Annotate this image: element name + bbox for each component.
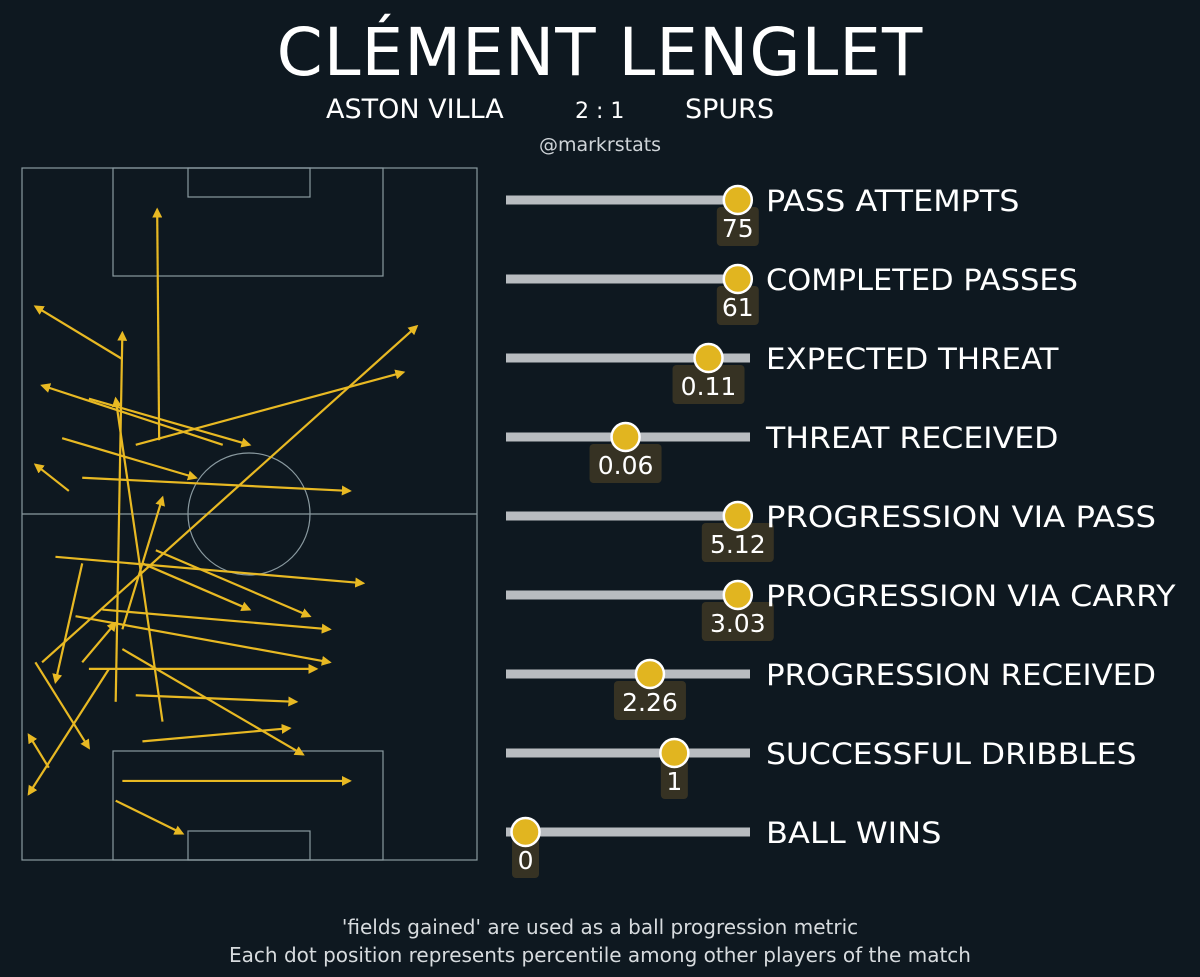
metric-label: EXPECTED THREAT [766,342,1059,376]
value-label-box [701,602,774,641]
metric-value: 1 [666,767,682,796]
metric-value: 3.03 [710,609,766,638]
home-team-name: ASTON VILLA [326,94,504,125]
pass-arrow-26 [142,723,292,743]
pass-map-pitch [21,167,478,861]
away-team-name: SPURS [685,94,775,125]
metric-label: PROGRESSION RECEIVED [766,658,1156,692]
metric-value: 75 [722,214,754,243]
pass-arrow-8 [33,463,70,492]
percentile-dot [510,816,541,848]
bottom-penalty-box [112,750,384,861]
metric-label: PROGRESSION VIA PASS [766,500,1156,534]
pass-arrow-9 [88,397,252,448]
pass-arrow-4 [135,369,406,446]
metric-value: 0.11 [681,372,737,401]
metric-label: BALL WINS [766,816,942,850]
pass-arrows [27,207,419,835]
value-label-box [512,839,540,878]
metric-value: 5.12 [710,530,766,559]
value-label-box [660,760,688,799]
percentile-dot [722,579,754,611]
footer-note-percentile: Each dot position represents percentile … [229,943,971,967]
pass-arrow-28 [27,733,50,769]
metric-label: COMPLETED PASSES [766,263,1078,297]
metric-row: 61 COMPLETED PASSES [506,263,1078,325]
top-penalty-box [112,167,384,277]
value-label-box [701,523,774,562]
metric-value: 0 [518,846,534,875]
pass-arrow-18 [115,799,185,835]
pass-arrow-23 [81,621,117,663]
pass-arrow-6 [114,330,128,702]
pass-arrow-27 [121,495,165,630]
pass-arrow-2 [33,305,123,361]
metric-row: 0.06 THREAT RECEIVED [506,421,1059,483]
percentile-dot [659,737,690,769]
pass-arrow-19 [142,562,252,611]
percentile-dot [610,421,641,453]
metric-row: 0 BALL WINS [506,816,942,878]
value-label-box [716,286,759,325]
percentile-dot [693,342,724,374]
pitch-lines [21,167,478,861]
value-label-box [613,681,686,720]
metric-value: 61 [722,293,754,322]
metric-value: 2.26 [622,688,678,717]
center-circle [187,452,311,576]
percentile-chart: 75 PASS ATTEMPTS 61 COMPLETED PASSES 0.11 EXP… [506,184,1176,878]
pass-arrow-12 [55,555,366,588]
metric-value: 0.06 [598,451,654,480]
metric-label: SUCCESSFUL DRIBBLES [766,737,1137,771]
metric-label: PROGRESSION VIA CARRY [766,579,1176,613]
metric-row: 0.11 EXPECTED THREAT [506,342,1059,404]
pass-arrow-16 [121,648,305,756]
pass-arrow-3 [41,324,419,664]
pass-arrow-21 [27,668,110,796]
metric-row: 75 PASS ATTEMPTS [506,184,1020,246]
metric-row: 1 SUCCESSFUL DRIBBLES [506,737,1137,799]
pass-arrow-15 [34,661,90,750]
percentile-dot [634,658,666,690]
value-label-box [672,365,745,404]
pass-arrow-20 [155,549,312,618]
percentile-dot [722,184,754,216]
percentile-dot [722,263,754,295]
pass-arrow-10 [61,437,198,481]
footer-note-metric: 'fields gained' are used as a ball progr… [341,915,859,939]
metric-row: 2.26 PROGRESSION RECEIVED [506,658,1156,720]
pass-arrow-5 [40,383,224,446]
pass-arrow-13 [75,615,332,666]
percentile-dot [722,500,754,532]
author-handle: @markrstats [538,134,662,156]
pass-arrow-25 [135,694,299,707]
metric-label: PASS ATTEMPTS [766,184,1020,218]
match-score: 2 : 1 [575,99,625,124]
value-label-box [589,444,662,483]
pass-arrow-24 [102,608,332,634]
player-name-title: CLÉMENT LENGLET [276,14,924,91]
value-label-box [716,207,759,246]
bottom-six-yard-box [187,830,311,861]
pass-arrow-11 [82,476,352,496]
metric-label: THREAT RECEIVED [765,421,1059,455]
top-six-yard-box [187,167,311,198]
pass-arrow-22 [52,563,84,685]
pass-arrow-1 [152,207,163,441]
